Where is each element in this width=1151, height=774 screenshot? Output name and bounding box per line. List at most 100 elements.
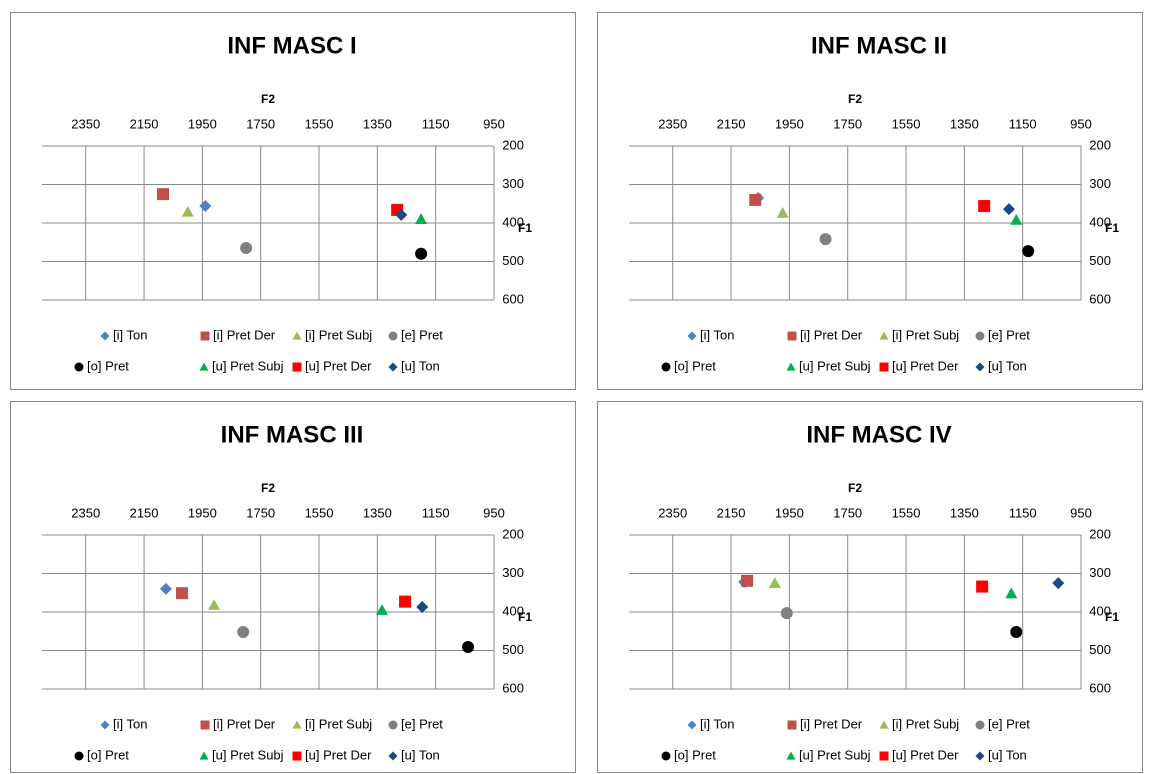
y-tick-label: 300 [1089, 565, 1111, 580]
legend-label: [u] Pret Der [892, 747, 959, 762]
data-point [395, 208, 408, 221]
legend-label: [i] Ton [700, 716, 734, 731]
marker [199, 362, 209, 371]
marker [975, 751, 985, 761]
chart-title: INF MASC II [811, 32, 947, 59]
x-tick-label: 950 [1070, 116, 1092, 131]
legend-label: [i] Ton [113, 716, 147, 731]
x-tick-label: 1950 [188, 116, 217, 131]
marker [100, 720, 110, 730]
legend-label: [u] Pret Subj [799, 358, 871, 373]
y-tick-label: 400 [1089, 603, 1111, 618]
panel-border [10, 12, 576, 390]
x-axis-title: F2 [848, 92, 862, 106]
x-tick-label: 1350 [363, 505, 392, 520]
y-axis-title: F1 [518, 221, 532, 235]
marker [292, 751, 302, 761]
data-point [741, 574, 754, 587]
data-point [780, 607, 793, 620]
y-tick-label: 200 [502, 526, 524, 541]
y-tick-label: 600 [502, 291, 524, 306]
marker [879, 751, 889, 761]
chart-panel: INF MASC IV F2 F1 2350 2150 1950 1750 1550 1350 1… [597, 401, 1143, 773]
legend-label: [e] Pret [401, 327, 443, 342]
marker [687, 331, 697, 341]
chart-title: INF MASC I [227, 32, 356, 59]
y-tick-label: 400 [502, 214, 524, 229]
x-tick-label: 1750 [833, 505, 862, 520]
x-tick-label: 2150 [717, 505, 746, 520]
marker [74, 362, 84, 372]
legend-label: [o] Pret [87, 358, 129, 373]
legend-label: [i] Pret Subj [305, 327, 372, 342]
legend-label: [u] Pret Der [305, 747, 372, 762]
marker [787, 331, 797, 341]
x-axis-title: F2 [848, 481, 862, 495]
chart-panel: INF MASC II F2 F1 2350 2150 1950 1750 1550 1350 1… [597, 12, 1143, 390]
y-axis-title: F1 [1105, 610, 1119, 624]
data-point [819, 233, 832, 246]
data-point [1052, 577, 1065, 590]
marker [975, 720, 985, 730]
data-point [416, 600, 429, 613]
x-tick-label: 1750 [246, 116, 275, 131]
x-tick-label: 1550 [305, 505, 334, 520]
legend-label: [o] Pret [674, 358, 716, 373]
x-tick-label: 2150 [130, 116, 159, 131]
legend-label: [u] Ton [401, 358, 440, 373]
legend-label: [u] Ton [988, 358, 1027, 373]
x-tick-label: 2350 [71, 505, 100, 520]
data-point [749, 193, 762, 206]
y-tick-label: 400 [1089, 214, 1111, 229]
legend-label: [u] Pret Der [305, 358, 372, 373]
marker [100, 331, 110, 341]
y-tick-label: 500 [1089, 642, 1111, 657]
x-tick-label: 1350 [363, 116, 392, 131]
panel-border [10, 401, 576, 773]
y-tick-label: 500 [502, 253, 524, 268]
legend-label: [u] Pret Der [892, 358, 959, 373]
data-point [976, 580, 989, 593]
x-tick-label: 1750 [833, 116, 862, 131]
legend-label: [e] Pret [988, 327, 1030, 342]
marker [879, 362, 889, 372]
data-point [462, 641, 475, 654]
legend-label: [o] Pret [87, 747, 129, 762]
x-tick-label: 950 [483, 505, 505, 520]
data-point [1022, 245, 1035, 258]
y-tick-label: 400 [502, 603, 524, 618]
chart-panel: INF MASC I F2 F1 2350 2150 1950 1750 1550 1350 11… [10, 12, 576, 390]
y-tick-label: 300 [1089, 176, 1111, 191]
y-tick-label: 200 [502, 137, 524, 152]
panel-border [597, 401, 1143, 773]
panel-border [597, 12, 1143, 390]
marker [975, 362, 985, 372]
legend-label: [e] Pret [988, 716, 1030, 731]
legend-label: [o] Pret [674, 747, 716, 762]
legend-label: [i] Pret Der [800, 716, 863, 731]
y-tick-label: 200 [1089, 137, 1111, 152]
chart-panel: INF MASC III F2 F1 2350 2150 1950 1750 1550 1350… [10, 401, 576, 773]
x-tick-label: 950 [483, 116, 505, 131]
data-point [415, 213, 428, 224]
x-tick-label: 2150 [717, 116, 746, 131]
y-tick-label: 500 [502, 642, 524, 657]
x-tick-label: 2350 [658, 505, 687, 520]
legend-label: [u] Ton [988, 747, 1027, 762]
x-tick-label: 1150 [422, 116, 450, 131]
y-axis-title: F1 [518, 610, 532, 624]
legend-label: [u] Ton [401, 747, 440, 762]
x-tick-label: 1150 [1009, 116, 1037, 131]
legend-label: [i] Pret Subj [892, 716, 959, 731]
marker [661, 751, 671, 761]
x-tick-label: 1150 [422, 505, 450, 520]
y-tick-label: 500 [1089, 253, 1111, 268]
legend-label: [i] Pret Subj [305, 716, 372, 731]
marker [292, 362, 302, 372]
y-axis-title: F1 [1105, 221, 1119, 235]
y-tick-label: 300 [502, 565, 524, 580]
data-point [175, 587, 188, 600]
marker [199, 751, 209, 760]
marker [292, 720, 302, 729]
